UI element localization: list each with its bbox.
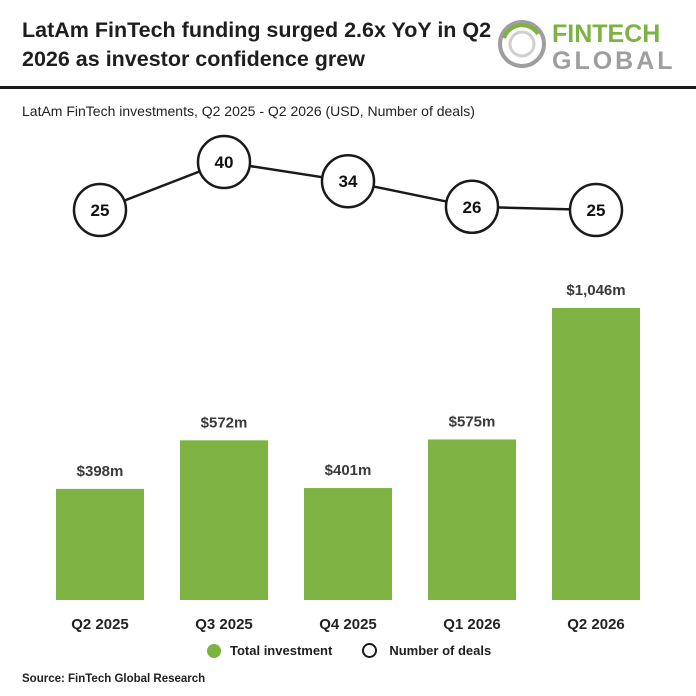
logo-text-global: GLOBAL (552, 47, 676, 74)
fintech-global-logo: FINTECH GLOBAL (498, 20, 676, 74)
bar-value-label: $575m (449, 413, 496, 430)
x-tick-label: Q4 2025 (319, 616, 377, 633)
deal-marker-q1-2026 (444, 179, 500, 235)
header-divider (0, 86, 696, 89)
deal-marker-q3-2025 (196, 134, 252, 190)
bar-q4-2025 (304, 488, 392, 600)
bar-q1-2026 (428, 439, 516, 600)
legend-label-deals: Number of deals (389, 643, 492, 658)
bar-value-label: $572m (201, 414, 248, 431)
legend: Total investment Number of deals (207, 643, 521, 658)
x-tick-label: Q3 2025 (195, 616, 253, 633)
deal-markers-layer: 25 40 34 26 25 (72, 134, 624, 238)
deal-count-label: 40 (215, 153, 234, 172)
deal-marker-q2-2025 (72, 182, 128, 238)
bar-q2-2026 (552, 308, 640, 600)
legend-bar-swatch-icon (207, 643, 221, 658)
x-tick-label: Q2 2026 (567, 616, 625, 633)
chart-subtitle: LatAm FinTech investments, Q2 2025 - Q2 … (22, 103, 475, 119)
x-labels-layer: Q2 2025 Q3 2025 Q4 2025 Q1 2026 Q2 2026 (71, 616, 625, 633)
deal-marker-q2-2026 (568, 182, 624, 238)
legend-item-investment: Total investment (207, 643, 332, 658)
deal-count-label: 25 (91, 201, 110, 220)
x-tick-label: Q1 2026 (443, 616, 501, 633)
bar-q3-2025 (180, 440, 268, 600)
deal-marker-q4-2025 (320, 153, 376, 209)
bar-value-label: $398m (77, 463, 124, 480)
bar-value-label: $1,046m (566, 282, 625, 299)
logo-text-fintech: FINTECH (552, 20, 660, 48)
bar-labels-layer: $398m $572m $401m $575m $1,046m (77, 282, 626, 480)
investment-chart: $398m $572m $401m $575m $1,046m Q2 2025 Q3 20… (56, 134, 640, 633)
deal-count-label: 26 (463, 198, 482, 217)
bars-layer (56, 308, 640, 600)
source-note: Source: FinTech Global Research (22, 673, 206, 685)
bar-value-label: $401m (325, 462, 372, 479)
legend-label-investment: Total investment (230, 643, 333, 658)
legend-item-deals: Number of deals (362, 643, 491, 658)
bar-q2-2025 (56, 488, 144, 600)
x-tick-label: Q2 2025 (71, 616, 129, 633)
deal-count-label: 34 (339, 172, 358, 191)
deal-count-label: 25 (587, 201, 606, 220)
chart-title: LatAm FinTech funding surged 2.6x YoY in… (22, 18, 492, 71)
legend-circle-swatch-icon (362, 643, 378, 658)
logo-ring-icon (498, 20, 546, 68)
